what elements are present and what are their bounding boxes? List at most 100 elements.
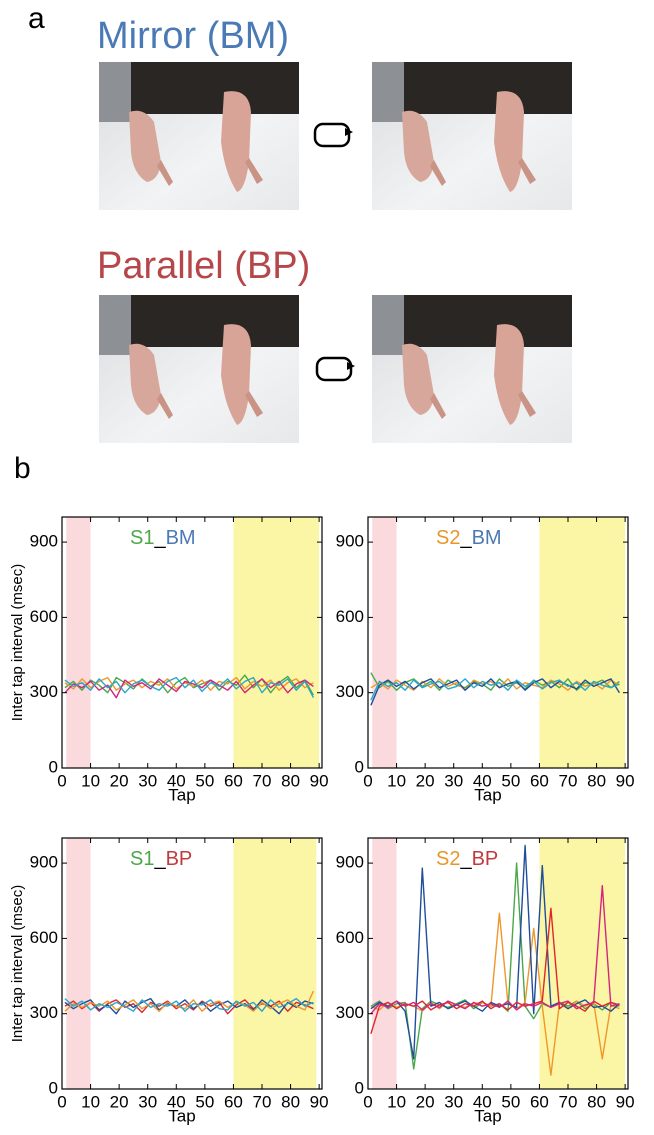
- x-tick-label: 20: [110, 1092, 129, 1111]
- x-tick-label: 30: [138, 1092, 157, 1111]
- x-axis-label: Tap: [168, 785, 195, 804]
- photo: [372, 295, 572, 443]
- y-tick-label: 600: [336, 928, 364, 947]
- x-tick-label: 60: [530, 1092, 549, 1111]
- photo: [372, 62, 572, 210]
- title-part: S2: [436, 848, 460, 870]
- x-tick-label: 50: [195, 771, 214, 790]
- y-tick-label: 300: [336, 1003, 364, 1022]
- x-tick-label: 80: [587, 1092, 606, 1111]
- photo: [99, 295, 299, 443]
- y-tick-label: 0: [49, 757, 58, 776]
- shaded-region: [372, 517, 397, 768]
- data-line: [64, 676, 315, 699]
- y-tick-label: 300: [336, 682, 364, 701]
- title-part: _: [459, 848, 472, 870]
- y-tick-label: 300: [30, 1003, 58, 1022]
- x-tick-label: 40: [167, 771, 186, 790]
- y-tick-label: 0: [355, 1078, 364, 1097]
- x-tick-label: 0: [57, 1092, 66, 1111]
- panel-label: b: [14, 452, 31, 485]
- photo: [99, 62, 299, 210]
- x-tick-label: 0: [363, 771, 372, 790]
- shaded-region: [66, 517, 91, 768]
- x-tick-label: 60: [224, 1092, 243, 1111]
- x-tick-label: 90: [310, 1092, 329, 1111]
- shaded-region: [233, 838, 317, 1089]
- title-part: _: [153, 848, 166, 870]
- panel-label: a: [28, 2, 45, 35]
- x-tick-label: 20: [416, 771, 435, 790]
- x-tick-label: 90: [616, 1092, 635, 1111]
- x-tick-label: 70: [559, 771, 578, 790]
- condition-title: Mirror (BM): [97, 15, 289, 57]
- x-tick-label: 0: [57, 771, 66, 790]
- x-tick-label: 50: [195, 1092, 214, 1111]
- title-part: _: [459, 527, 472, 549]
- axes-frame: [367, 837, 629, 1090]
- shaded-region: [233, 517, 320, 768]
- y-tick-label: 900: [30, 853, 58, 872]
- chart-title: S1_BP: [130, 848, 192, 870]
- shaded-region: [66, 838, 91, 1089]
- cycle-icon: [315, 356, 357, 382]
- x-tick-label: 10: [387, 771, 406, 790]
- x-tick-label: 40: [167, 1092, 186, 1111]
- title-part: S1: [130, 527, 154, 549]
- x-tick-label: 10: [387, 1092, 406, 1111]
- condition-title: Parallel (BP): [97, 245, 310, 287]
- x-tick-label: 90: [310, 771, 329, 790]
- data-line: [64, 990, 315, 1012]
- chart-title: S2_BP: [436, 848, 498, 870]
- x-tick-label: 10: [81, 1092, 100, 1111]
- y-tick-label: 600: [336, 607, 364, 626]
- x-tick-label: 60: [530, 771, 549, 790]
- shaded-region: [539, 517, 626, 768]
- x-tick-label: 70: [559, 1092, 578, 1111]
- x-axis-label: Tap: [474, 1106, 501, 1125]
- x-tick-label: 70: [253, 771, 272, 790]
- title-part: BM: [166, 527, 196, 549]
- data-line: [370, 885, 620, 1015]
- axes-frame: [61, 837, 323, 1090]
- x-tick-label: 10: [81, 771, 100, 790]
- y-tick-label: 0: [355, 757, 364, 776]
- chart-title: S1_BM: [130, 527, 196, 549]
- y-tick-label: 900: [30, 532, 58, 551]
- data-line: [370, 844, 620, 1060]
- title-part: BP: [166, 848, 193, 870]
- x-tick-label: 40: [473, 771, 492, 790]
- axes-frame: [61, 516, 323, 769]
- x-tick-label: 0: [363, 1092, 372, 1111]
- x-tick-label: 20: [416, 1092, 435, 1111]
- x-tick-label: 60: [224, 771, 243, 790]
- y-tick-label: 0: [49, 1078, 58, 1097]
- x-tick-label: 80: [587, 771, 606, 790]
- x-tick-label: 40: [473, 1092, 492, 1111]
- x-tick-label: 80: [281, 1092, 300, 1111]
- x-tick-label: 30: [138, 771, 157, 790]
- shaded-region: [372, 838, 397, 1089]
- shaded-region: [539, 838, 626, 1089]
- y-tick-label: 300: [30, 682, 58, 701]
- x-tick-label: 30: [444, 771, 463, 790]
- y-tick-label: 900: [336, 532, 364, 551]
- x-tick-label: 20: [110, 771, 129, 790]
- x-tick-label: 90: [616, 771, 635, 790]
- title-part: _: [153, 527, 166, 549]
- axes-frame: [367, 516, 629, 769]
- y-tick-label: 900: [336, 853, 364, 872]
- x-tick-label: 70: [253, 1092, 272, 1111]
- x-tick-label: 50: [501, 771, 520, 790]
- x-tick-label: 50: [501, 1092, 520, 1111]
- x-axis-label: Tap: [168, 1106, 195, 1125]
- data-line: [64, 997, 314, 1012]
- title-part: S1: [130, 848, 154, 870]
- x-tick-label: 30: [444, 1092, 463, 1111]
- title-part: BM: [472, 527, 502, 549]
